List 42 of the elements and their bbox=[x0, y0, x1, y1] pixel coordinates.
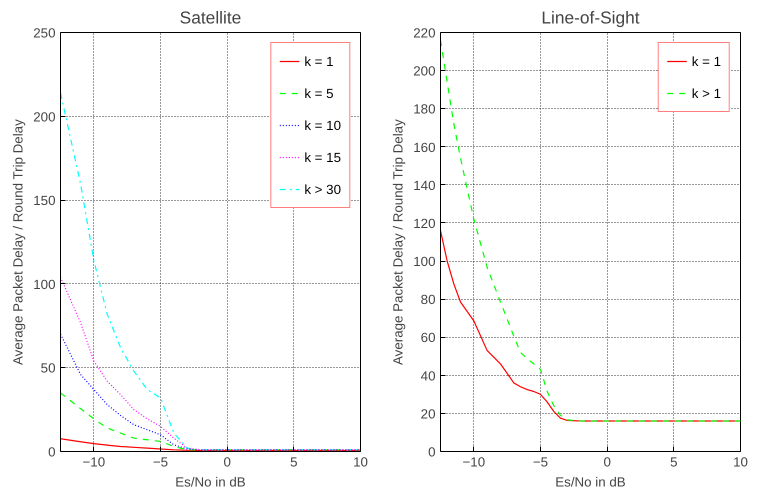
y-tick-label: 60 bbox=[420, 330, 436, 346]
y-tick-label: 100 bbox=[413, 254, 436, 270]
y-tick-label: 80 bbox=[420, 292, 436, 308]
legend-label: k = 5 bbox=[304, 86, 334, 100]
y-tick-label: 180 bbox=[413, 102, 436, 117]
chart-title: Satellite bbox=[180, 8, 242, 28]
y-tick-label: 0 bbox=[428, 444, 436, 460]
y-tick-label: 150 bbox=[33, 193, 56, 208]
line-series bbox=[440, 40, 740, 422]
y-tick-label: 20 bbox=[420, 406, 436, 422]
x-tick-label: 10 bbox=[353, 454, 368, 470]
legend-label: k > 1 bbox=[692, 86, 721, 100]
x-tick-label: −10 bbox=[82, 454, 106, 470]
x-tick-label: 5 bbox=[290, 454, 298, 470]
y-tick-label: 100 bbox=[33, 276, 56, 292]
y-tick-label: 160 bbox=[413, 140, 436, 155]
y-tick-label: 50 bbox=[40, 360, 56, 376]
legend-label: k = 15 bbox=[304, 150, 341, 164]
y-tick-label: 200 bbox=[413, 64, 436, 79]
x-tick-label: −10 bbox=[462, 454, 486, 470]
x-tick-label: −5 bbox=[532, 454, 548, 470]
y-tick-label: 200 bbox=[33, 109, 56, 124]
y-tick-label: 250 bbox=[33, 26, 56, 40]
y-tick-label: 40 bbox=[420, 368, 436, 384]
x-tick-label: 0 bbox=[223, 454, 231, 470]
legend-label: k = 10 bbox=[304, 118, 341, 132]
y-tick-label: 120 bbox=[413, 216, 436, 231]
legend-label: k = 1 bbox=[692, 54, 721, 68]
y-tick-label: 0 bbox=[48, 444, 56, 460]
chart-title: Line-of-Sight bbox=[541, 8, 640, 28]
legend-label: k = 1 bbox=[304, 54, 334, 68]
y-tick-label: 140 bbox=[413, 178, 436, 193]
x-tick-label: 5 bbox=[670, 454, 678, 470]
x-tick-label: −5 bbox=[152, 454, 168, 470]
y-axis-title: Average Packet Delay / Round Trip Delay bbox=[10, 118, 26, 365]
x-axis-title: Es/No in dB bbox=[175, 474, 246, 490]
y-axis-title: Average Packet Delay / Round Trip Delay bbox=[390, 118, 406, 365]
y-tick-label: 220 bbox=[413, 26, 436, 40]
x-axis-title: Es/No in dB bbox=[555, 474, 626, 490]
legend-label: k > 30 bbox=[304, 182, 341, 196]
x-tick-label: 10 bbox=[733, 454, 748, 470]
x-tick-label: 0 bbox=[603, 454, 611, 470]
